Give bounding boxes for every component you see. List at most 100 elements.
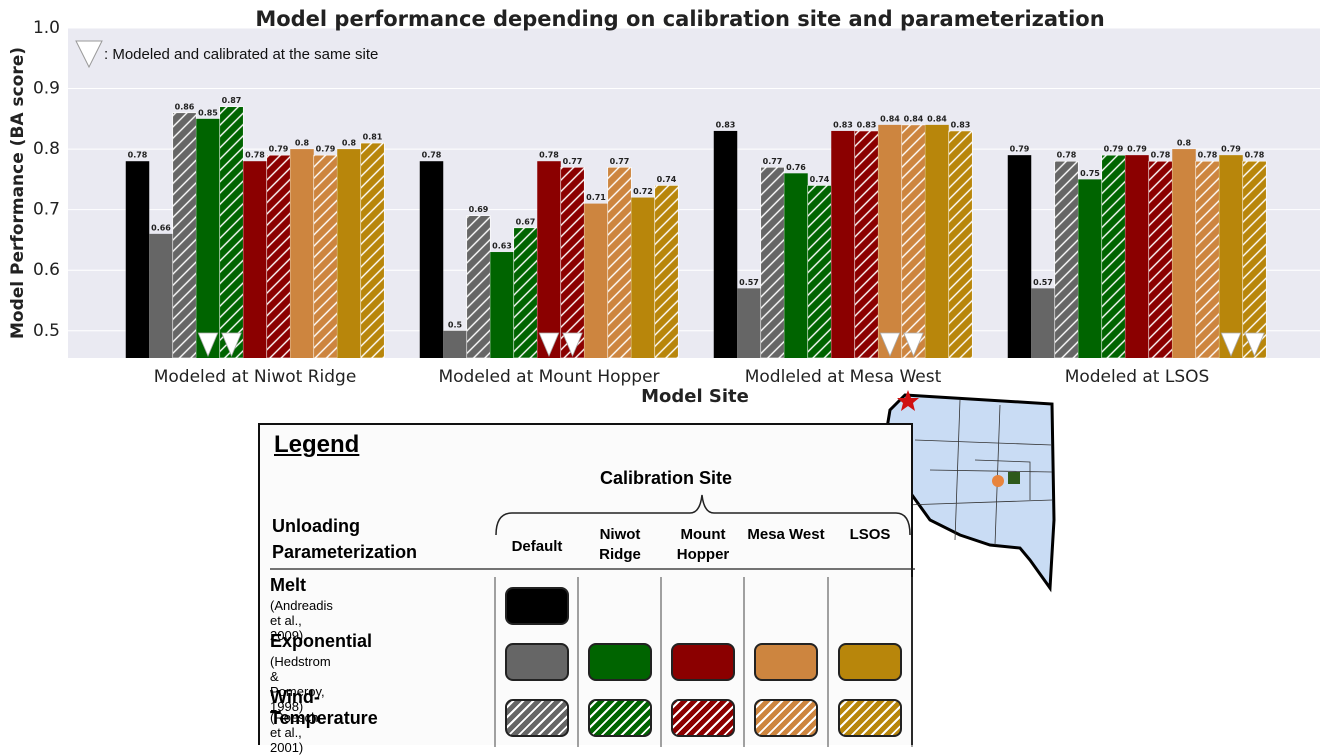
bar bbox=[878, 124, 902, 358]
legend-swatch bbox=[588, 699, 652, 737]
value-label: 0.81 bbox=[363, 133, 383, 142]
row-reference: (Andreadis et al., 2009) bbox=[270, 598, 333, 643]
value-label: 0.57 bbox=[1033, 278, 1053, 287]
value-label: 0.83 bbox=[833, 120, 853, 129]
legend-swatch bbox=[671, 643, 735, 681]
value-label: 0.67 bbox=[516, 217, 536, 226]
value-label: 0.79 bbox=[316, 145, 336, 154]
same-site-marker bbox=[1244, 332, 1265, 358]
same-site-marker bbox=[221, 332, 242, 358]
legend-swatch bbox=[838, 643, 902, 681]
bar bbox=[337, 149, 361, 358]
bar bbox=[1242, 160, 1267, 359]
value-label: 0.57 bbox=[739, 278, 759, 287]
bar bbox=[419, 161, 444, 358]
value-label: 0.74 bbox=[810, 175, 830, 184]
value-label: 0.78 bbox=[1057, 151, 1077, 160]
y-tick-label: 0.6 bbox=[33, 260, 60, 280]
value-label: 0.87 bbox=[222, 96, 242, 105]
bar bbox=[1078, 179, 1102, 358]
bar bbox=[1219, 155, 1243, 358]
bar bbox=[631, 197, 655, 358]
y-tick-label: 1.0 bbox=[33, 18, 60, 38]
row-name: Exponential bbox=[270, 631, 373, 651]
value-label: 0.78 bbox=[128, 151, 148, 160]
bar bbox=[760, 166, 785, 359]
bar bbox=[1148, 160, 1173, 359]
bar bbox=[925, 124, 949, 358]
legend-swatch bbox=[838, 699, 902, 737]
value-label: 0.84 bbox=[927, 114, 947, 123]
value-label: 0.84 bbox=[880, 114, 900, 123]
value-label: 0.78 bbox=[1198, 151, 1218, 160]
value-label: 0.83 bbox=[951, 120, 971, 129]
value-label: 0.5 bbox=[448, 320, 463, 329]
x-tick-label: Modeled at LSOS bbox=[1065, 367, 1210, 387]
y-tick-label: 0.8 bbox=[33, 139, 60, 159]
bar bbox=[196, 118, 220, 359]
bar bbox=[1172, 149, 1196, 358]
bar bbox=[243, 161, 267, 358]
bar bbox=[831, 130, 855, 358]
value-label: 0.83 bbox=[716, 120, 736, 129]
value-label: 0.8 bbox=[1177, 139, 1192, 148]
x-tick-label: Modeled at Niwot Ridge bbox=[154, 367, 357, 387]
column-header: Calibration Site bbox=[600, 468, 733, 488]
site-marker bbox=[897, 390, 919, 411]
bar bbox=[901, 124, 926, 359]
column-label: LSOS bbox=[849, 526, 891, 543]
x-axis-label: Model Site bbox=[641, 386, 749, 407]
row-name: Melt bbox=[270, 575, 306, 595]
bar bbox=[490, 252, 514, 358]
same-site-note: : Modeled and calibrated at the same sit… bbox=[104, 46, 378, 63]
value-label: 0.84 bbox=[904, 114, 924, 123]
value-label: 0.79 bbox=[269, 145, 289, 154]
bar bbox=[560, 166, 585, 359]
y-tick-label: 0.7 bbox=[33, 200, 60, 220]
value-label: 0.79 bbox=[1127, 145, 1147, 154]
legend-swatch bbox=[505, 587, 569, 625]
bar bbox=[466, 215, 491, 359]
value-label: 0.78 bbox=[1245, 151, 1265, 160]
bar bbox=[607, 166, 632, 359]
value-label: 0.78 bbox=[245, 151, 265, 160]
value-label: 0.85 bbox=[198, 108, 218, 117]
value-label: 0.77 bbox=[763, 157, 783, 166]
legend-swatch bbox=[671, 699, 735, 737]
y-tick-label: 0.5 bbox=[33, 321, 60, 341]
bar bbox=[584, 203, 608, 358]
bar bbox=[1007, 155, 1032, 358]
value-label: 0.83 bbox=[857, 120, 877, 129]
brace bbox=[495, 494, 911, 536]
bar bbox=[360, 142, 385, 359]
column-label: Mesa West bbox=[747, 526, 825, 543]
column-label: Mount Hopper bbox=[676, 526, 730, 563]
legend-swatch bbox=[505, 699, 569, 737]
value-label: 0.77 bbox=[563, 157, 583, 166]
column-label: Niwot Ridge bbox=[599, 526, 641, 563]
value-label: 0.76 bbox=[786, 163, 806, 172]
column-label: Default bbox=[511, 538, 563, 555]
row-reference: (Hedstrom & Pomeroy, 1998) bbox=[270, 654, 331, 714]
y-axis-label: Model Performance (BA score) bbox=[8, 47, 28, 339]
value-label: 0.71 bbox=[586, 193, 606, 202]
x-tick-label: Modleled at Mesa West bbox=[745, 367, 942, 387]
value-label: 0.78 bbox=[539, 151, 559, 160]
value-label: 0.86 bbox=[175, 102, 195, 111]
site-marker bbox=[992, 475, 1004, 487]
legend-swatch bbox=[754, 643, 818, 681]
bar bbox=[313, 154, 338, 359]
column-dividers bbox=[494, 577, 913, 747]
row-header: Unloading Parameterization bbox=[272, 516, 418, 562]
bar bbox=[513, 227, 538, 359]
value-label: 0.72 bbox=[633, 187, 653, 196]
x-tick-label: Modeled at Mount Hopper bbox=[438, 367, 659, 387]
row-reference: (Roesch et al., 2001) bbox=[270, 710, 319, 755]
value-label: 0.78 bbox=[1151, 151, 1171, 160]
bar bbox=[713, 130, 738, 358]
bar bbox=[290, 149, 314, 358]
bar bbox=[266, 154, 291, 359]
state-borders bbox=[904, 399, 1053, 546]
